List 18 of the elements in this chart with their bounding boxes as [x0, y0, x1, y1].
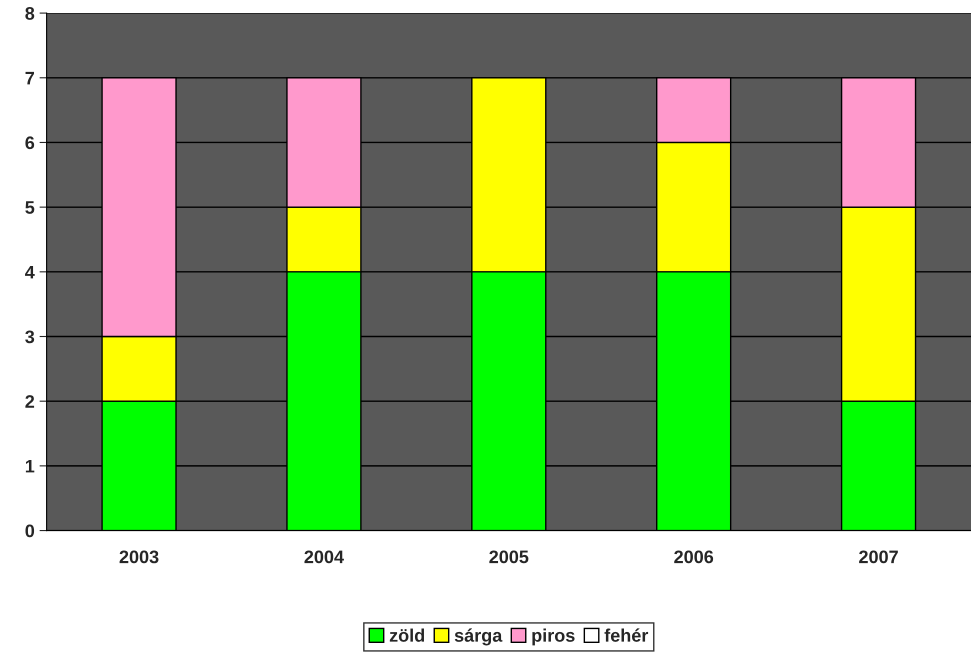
x-tick-label: 2006: [674, 550, 714, 564]
legend-label: fehér: [604, 628, 648, 642]
y-tick-label: 6: [25, 136, 34, 150]
y-tick-label: 8: [25, 7, 34, 20]
legend-label: piros: [532, 628, 575, 646]
y-tick-label: 3: [25, 330, 34, 344]
y-tick-label: 7: [26, 72, 34, 84]
y-tick-label: 5: [25, 201, 34, 214]
x-tick-label: 2007: [859, 550, 898, 564]
y-tick-label: 1: [26, 460, 34, 472]
y-tick-label: 0: [25, 524, 34, 538]
legend-label: zöld: [390, 628, 424, 642]
legend-label: sárga: [454, 628, 502, 646]
x-tick-label: 2005: [489, 550, 528, 564]
x-tick-label: 2004: [304, 550, 344, 564]
y-tick-label: 4: [25, 266, 35, 278]
y-tick-label: 2: [25, 395, 34, 408]
x-tick-label: 2003: [120, 550, 158, 564]
